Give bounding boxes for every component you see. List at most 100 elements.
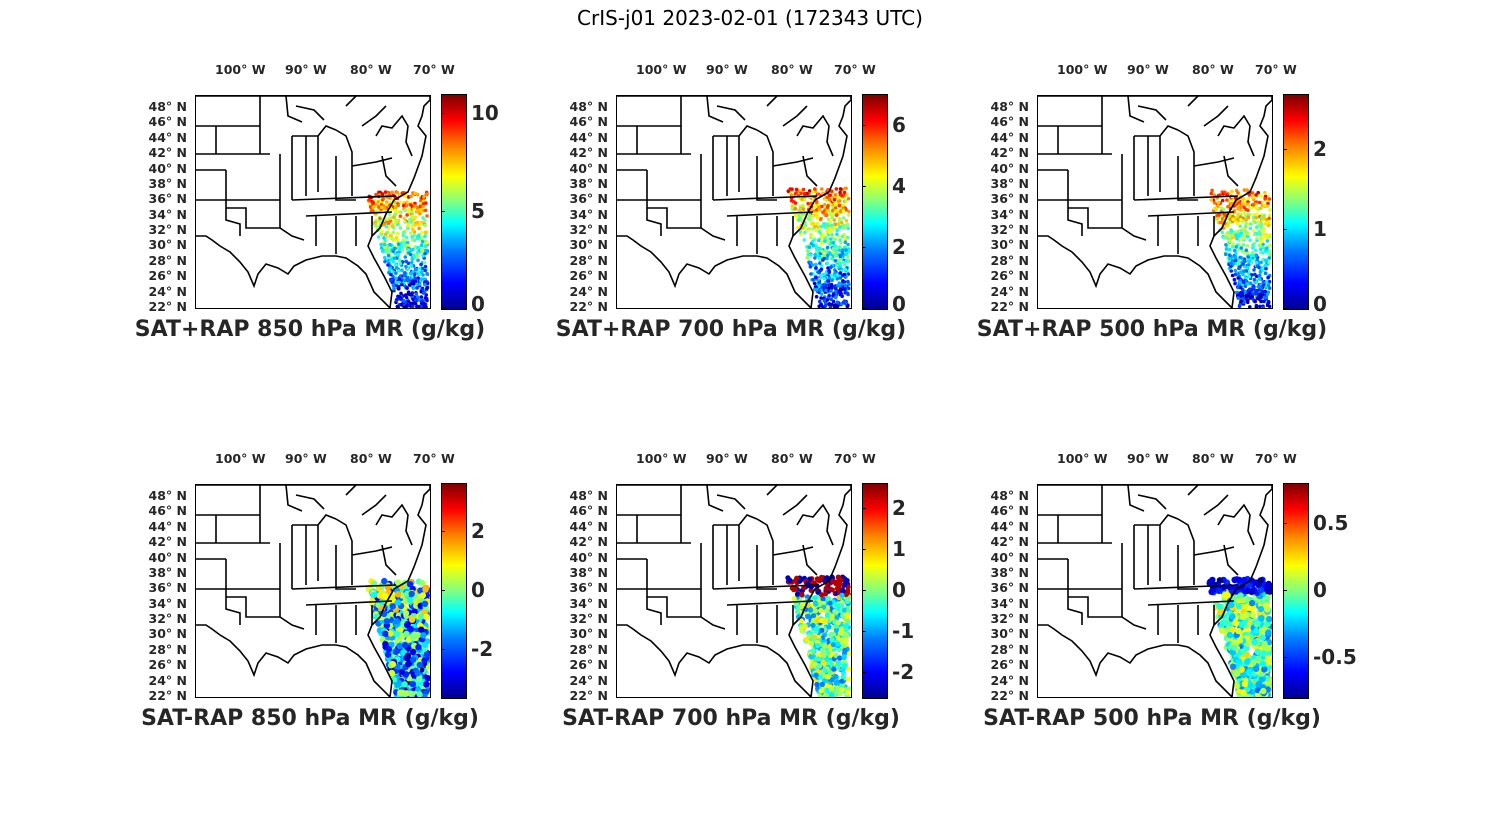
- latitude-tick-label: 38° N: [569, 175, 608, 191]
- data-point: [843, 592, 849, 598]
- data-point: [1265, 580, 1272, 588]
- data-point: [424, 248, 428, 253]
- colorbar: [1283, 483, 1309, 699]
- colorbar: [441, 483, 467, 699]
- data-point: [1236, 191, 1240, 195]
- data-point: [1210, 188, 1214, 193]
- data-point: [1254, 292, 1258, 296]
- data-point: [1267, 216, 1271, 221]
- data-point: [398, 668, 406, 675]
- data-point: [404, 235, 409, 240]
- data-point: [1259, 634, 1266, 641]
- data-point: [1229, 264, 1233, 269]
- state-boundary: [706, 96, 808, 127]
- data-point: [423, 282, 427, 287]
- data-point: [799, 628, 805, 634]
- data-point: [411, 297, 415, 302]
- state-boundary: [646, 200, 726, 241]
- latitude-tick-label: 26° N: [148, 657, 187, 673]
- state-boundaries-map: [196, 96, 430, 308]
- data-point: [831, 666, 837, 672]
- data-point: [1254, 225, 1259, 229]
- data-point: [1257, 277, 1262, 281]
- data-point: [817, 299, 822, 304]
- data-point: [404, 304, 409, 308]
- data-point: [837, 195, 841, 200]
- data-point: [841, 654, 847, 660]
- data-point: [394, 218, 399, 223]
- data-point: [1242, 188, 1247, 192]
- data-point: [397, 247, 402, 251]
- data-point: [422, 586, 429, 593]
- data-point: [819, 627, 825, 633]
- data-point: [819, 292, 824, 296]
- data-point: [1208, 588, 1215, 595]
- data-point: [424, 192, 428, 197]
- data-point: [1267, 304, 1272, 308]
- data-point: [414, 297, 419, 302]
- data-point: [375, 585, 383, 592]
- data-point: [1237, 261, 1241, 266]
- data-point: [1236, 576, 1243, 584]
- colorbar-tick-mark: [441, 590, 445, 591]
- data-point: [386, 263, 390, 267]
- colorbar-tick-label: 0: [1313, 578, 1327, 602]
- data-point: [1261, 251, 1265, 255]
- data-point: [1246, 202, 1250, 207]
- data-point: [409, 633, 416, 640]
- data-point: [389, 272, 393, 277]
- data-point: [841, 279, 845, 283]
- data-point: [371, 200, 376, 205]
- data-point: [1223, 252, 1228, 257]
- data-point: [1248, 599, 1256, 607]
- data-point: [418, 626, 425, 633]
- colorbar-tick-mark: [441, 308, 445, 309]
- state-boundaries-map: [1038, 96, 1272, 308]
- data-point: [416, 258, 420, 262]
- data-point: [824, 288, 828, 293]
- data-point: [844, 623, 850, 629]
- data-point: [836, 222, 841, 226]
- data-point: [409, 194, 413, 199]
- data-point: [425, 280, 429, 284]
- colorbar-ticks: 6 4 2 0: [892, 94, 952, 314]
- data-point: [1252, 232, 1257, 237]
- data-point: [1259, 675, 1266, 682]
- data-point: [395, 266, 399, 270]
- data-point: [1258, 628, 1265, 635]
- data-point: [1223, 212, 1227, 217]
- data-point: [420, 287, 425, 292]
- data-point: [413, 201, 417, 206]
- data-point: [371, 205, 376, 209]
- data-point: [411, 247, 415, 252]
- data-point: [845, 614, 851, 620]
- data-point: [803, 230, 807, 235]
- colorbar-tick-mark: [862, 124, 866, 126]
- data-point: [374, 223, 378, 228]
- data-point: [422, 277, 427, 281]
- map-panel: 100° W 90° W 80° W 70° W 48° N 46° N 44° N 42° …: [546, 449, 926, 749]
- latitude-tick-label: 46° N: [990, 503, 1029, 519]
- data-point: [1224, 243, 1228, 247]
- data-point: [404, 259, 408, 264]
- data-point: [368, 205, 373, 209]
- data-point: [833, 627, 839, 633]
- data-point: [1242, 611, 1250, 619]
- latitude-tick-label: 34° N: [569, 595, 608, 611]
- data-point: [1228, 247, 1232, 252]
- longitude-tick-label: 70° W: [413, 451, 455, 466]
- data-point: [1231, 242, 1235, 246]
- data-point: [423, 296, 428, 300]
- data-point: [820, 659, 826, 665]
- data-point: [396, 252, 400, 257]
- colorbar: [441, 94, 467, 310]
- latitude-tick-label: 24° N: [569, 283, 608, 299]
- data-point: [846, 666, 851, 672]
- data-point: [403, 220, 407, 224]
- data-point: [1262, 203, 1267, 207]
- longitude-tick-label: 90° W: [1127, 62, 1169, 77]
- latitude-tick-label: 34° N: [569, 206, 608, 222]
- data-point: [398, 226, 403, 230]
- data-point: [808, 217, 812, 222]
- data-point: [422, 195, 426, 199]
